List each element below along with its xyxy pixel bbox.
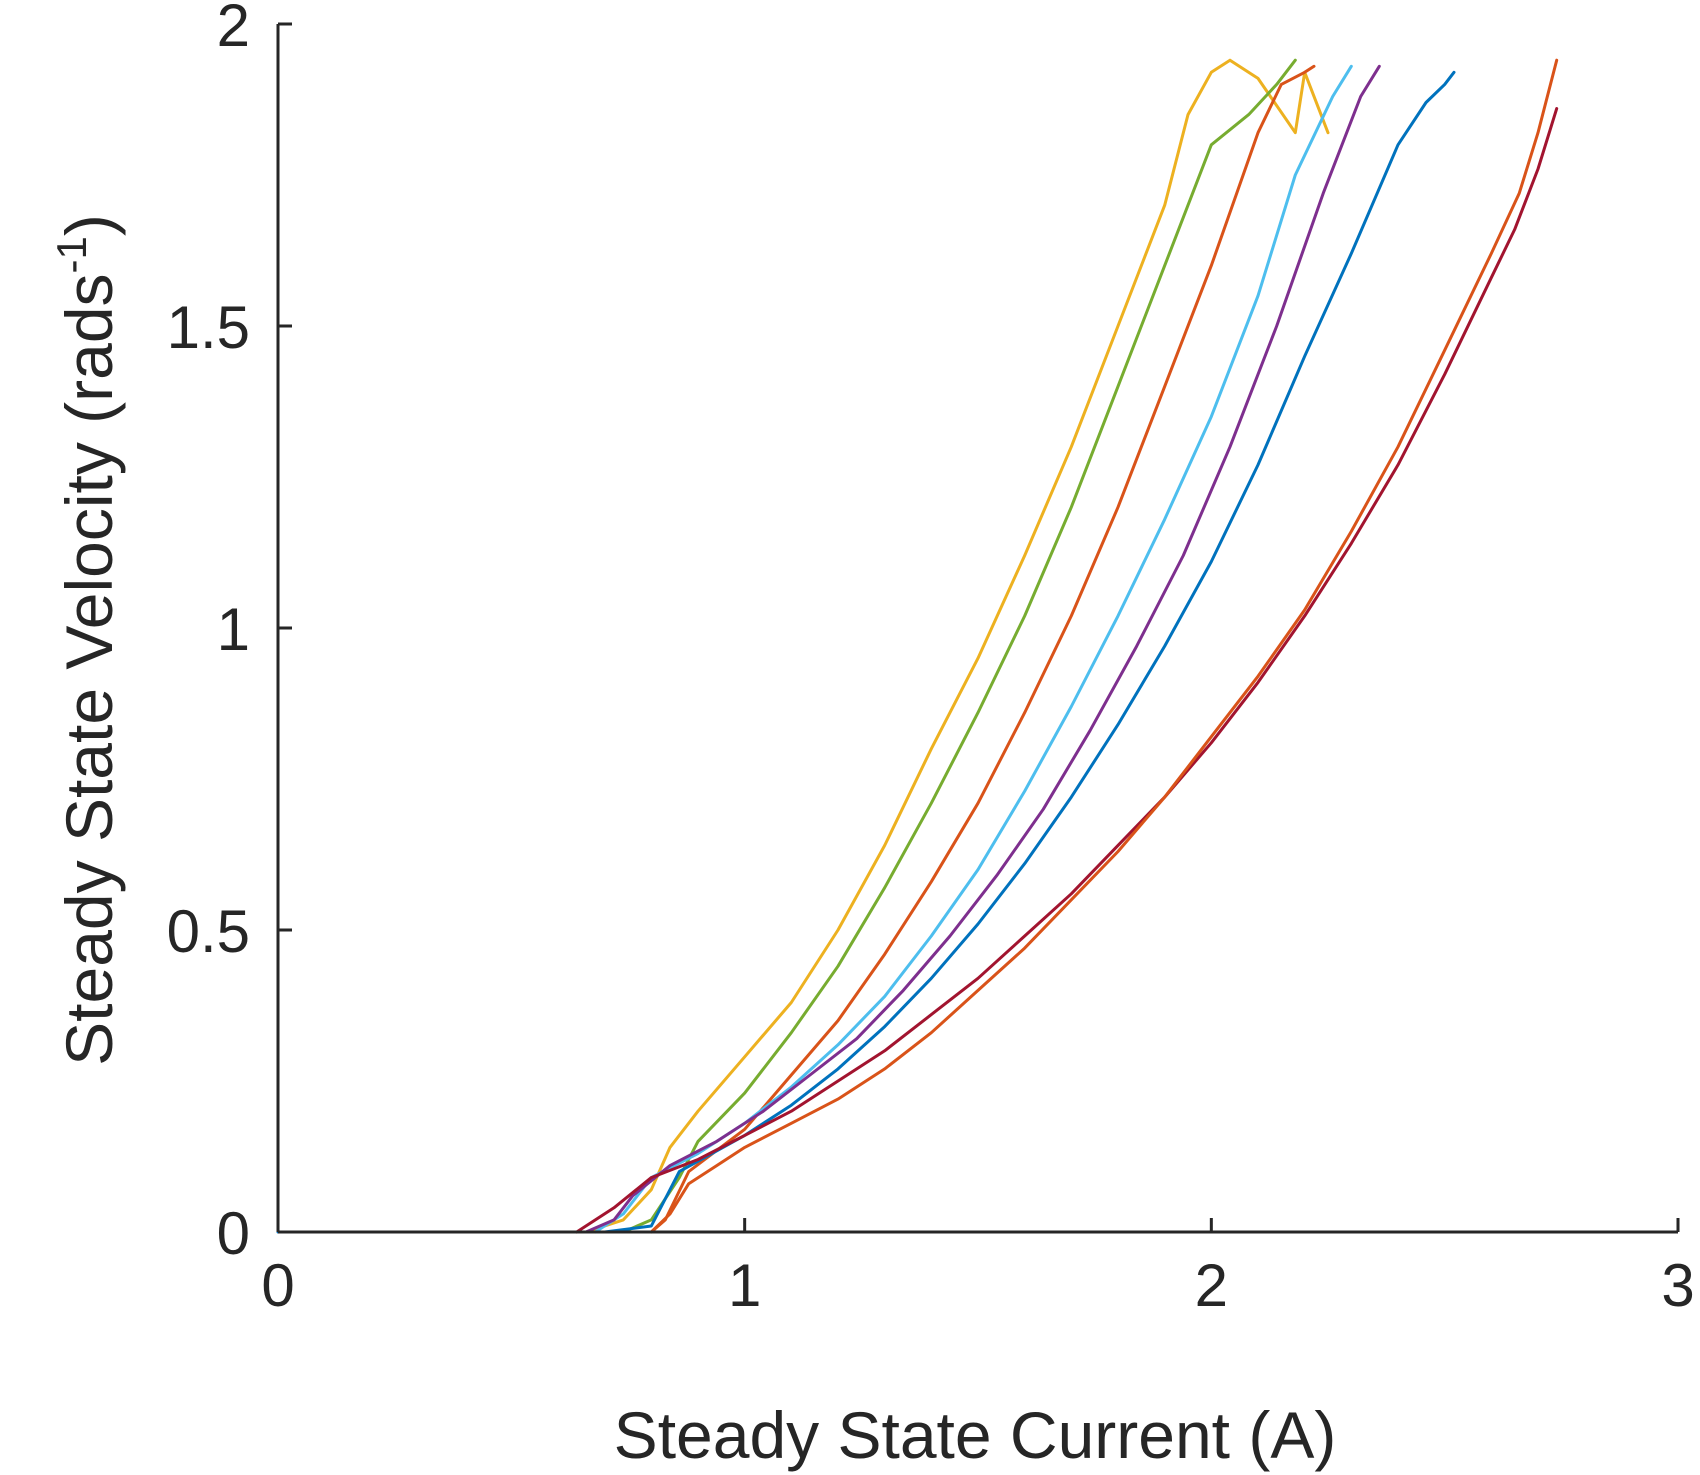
x-tick-label: 2 [1195,1252,1228,1319]
x-tick-label: 1 [728,1252,761,1319]
series-line-3 [603,64,1316,1234]
axes-layer [276,24,1678,1234]
x-tick-label: 0 [261,1252,294,1319]
series-line-5 [584,64,1381,1234]
y-axis-label: Steady State Velocity (rads-1) [48,214,126,1066]
y-tick-label: 0 [217,1200,250,1267]
y-tick-label: 0.5 [167,898,250,965]
series-line-8 [649,58,1559,1234]
y-tick-label: 1 [217,596,250,663]
series-layer [276,58,1559,1234]
series-line-2 [584,58,1297,1234]
y-axis-label-superscript: -1 [48,236,95,273]
series-line-7 [575,107,1559,1234]
y-axis-label-main: Steady State Velocity (rads [52,273,126,1065]
series-line-6 [276,70,1456,1234]
x-tick-label: 3 [1661,1252,1694,1319]
x-axis-label: Steady State Current (A) [614,1398,1337,1472]
y-tick-label: 2 [217,0,250,59]
series-line-1 [556,58,1330,1234]
ticks-layer: 0 1 2 3 0 0.5 1 1.5 2 [167,0,1695,1319]
y-axis-label-close: ) [52,214,126,236]
y-tick-label: 1.5 [167,294,250,361]
series-line-4 [593,64,1353,1234]
